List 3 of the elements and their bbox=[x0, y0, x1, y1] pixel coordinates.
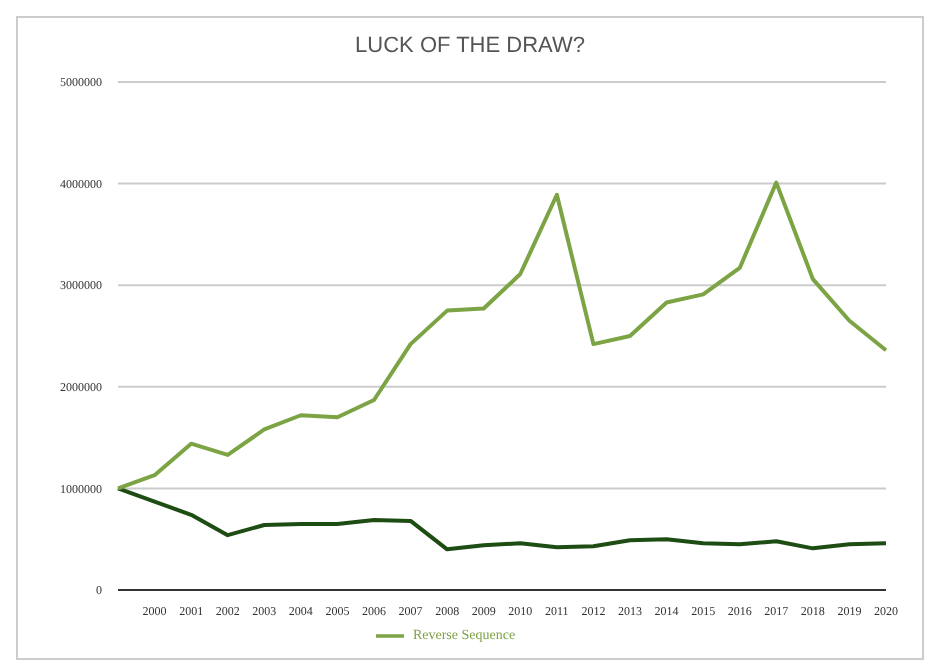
line-series bbox=[116, 180, 888, 491]
line-series bbox=[116, 486, 888, 552]
chart-title: LUCK OF THE DRAW? bbox=[353, 32, 587, 62]
